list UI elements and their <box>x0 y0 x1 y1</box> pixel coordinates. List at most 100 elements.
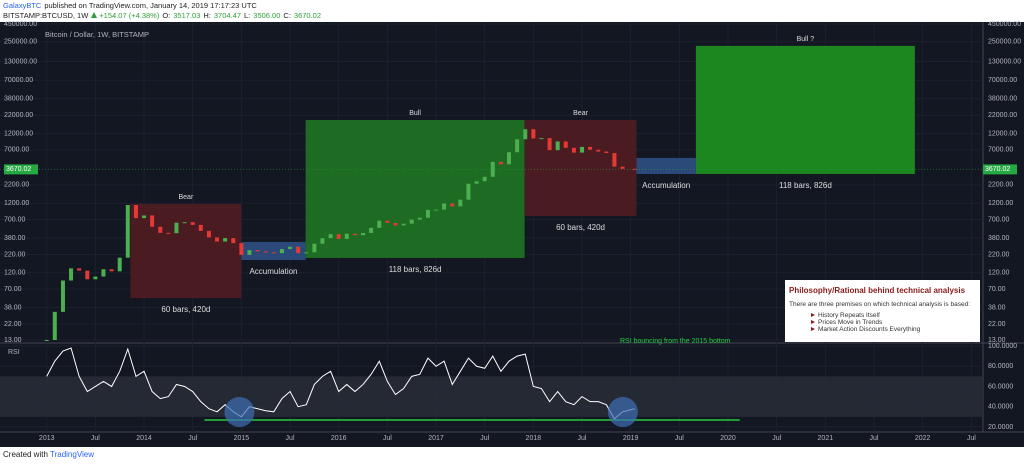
candle <box>44 340 49 341</box>
y-tick-label: 38.00 <box>4 304 22 311</box>
candle <box>125 205 130 258</box>
candle <box>393 222 398 226</box>
y-tick-label: 38000.00 <box>4 96 33 103</box>
y-tick-label: 700.00 <box>4 216 26 223</box>
chart-title: Bitcoin / Dollar, 1W, BITSTAMP <box>45 30 149 39</box>
candle <box>255 250 260 252</box>
info-intro: There are three premises on which techni… <box>789 301 971 308</box>
x-tick-label: 2020 <box>720 435 736 442</box>
candle <box>588 146 593 150</box>
y-tick-label: 38.00 <box>988 304 1006 311</box>
y-tick-label: 700.00 <box>988 216 1010 223</box>
last-price-tag <box>4 164 38 175</box>
candle <box>531 129 536 139</box>
candle <box>198 224 203 231</box>
y-tick-label: 450000.00 <box>4 21 37 28</box>
info-item: Market Action Discounts Everything <box>811 326 976 333</box>
candle <box>85 270 90 280</box>
rsi-band <box>0 376 983 417</box>
candle <box>417 217 422 220</box>
candle <box>547 138 552 151</box>
candle <box>385 220 390 223</box>
candle <box>336 234 341 239</box>
y-tick-label: 13.00 <box>4 337 22 344</box>
last-price-label: 3670.02 <box>6 166 31 173</box>
highlight-circle <box>224 396 255 427</box>
y-tick-label: 70000.00 <box>988 77 1017 84</box>
ohlc-label: O: <box>162 11 171 20</box>
x-tick-label: Jul <box>967 435 976 442</box>
footer-brand[interactable]: TradingView <box>50 450 95 459</box>
ohlc-label: L: <box>244 11 251 20</box>
candle <box>206 230 211 238</box>
y-tick-label: 2200.00 <box>988 182 1013 189</box>
x-tick-label: Jul <box>286 435 295 442</box>
zone <box>524 120 637 216</box>
candle <box>158 226 163 233</box>
author[interactable]: GalaxyBTC <box>3 1 42 10</box>
y-tick-label: 1200.00 <box>988 200 1013 207</box>
symbol-line: BITSTAMP:BTCUSD, 1W +154.07 (+4.38%) O: 351… <box>3 11 327 21</box>
zone-label: 60 bars, 420d <box>556 223 605 232</box>
x-tick-label: 2018 <box>526 435 542 442</box>
y-tick-label: 250000.00 <box>988 39 1021 46</box>
ohlc-value: 3670.02 <box>293 11 322 20</box>
y-tick-label: 12000.00 <box>4 130 33 137</box>
x-tick-label: 2016 <box>331 435 347 442</box>
y-tick-label: 130000.00 <box>988 58 1021 65</box>
y-tick-label: 12000.00 <box>988 130 1017 137</box>
y-tick-label: 2200.00 <box>4 182 29 189</box>
candle <box>133 205 138 219</box>
candle <box>612 153 617 167</box>
highlight-circle <box>607 396 638 427</box>
y-tick-label: 20.0000 <box>988 424 1013 431</box>
zone <box>305 120 525 258</box>
candle <box>604 151 609 154</box>
up-arrow <box>91 12 98 18</box>
zone-label: Bear <box>573 110 588 117</box>
y-tick-label: 250000.00 <box>4 39 37 46</box>
y-tick-label: 220.00 <box>4 251 26 258</box>
candle <box>223 238 228 242</box>
candle <box>450 203 455 207</box>
y-tick-label: 38000.00 <box>988 96 1017 103</box>
candle <box>632 168 637 170</box>
y-tick-label: 7000.00 <box>4 147 29 154</box>
x-tick-label: Jul <box>188 435 197 442</box>
candle <box>231 238 236 244</box>
zone-label: Accumulation <box>249 267 297 276</box>
y-tick-label: 450000.00 <box>988 21 1021 28</box>
x-tick-label: 2022 <box>915 435 931 442</box>
x-tick-label: 2015 <box>234 435 250 442</box>
candle <box>247 250 252 255</box>
candle <box>523 129 528 140</box>
candle <box>434 209 439 211</box>
x-tick-label: Jul <box>675 435 684 442</box>
zone-label: Accumulation <box>642 181 690 190</box>
candle <box>580 146 585 153</box>
candle <box>328 234 333 239</box>
candle <box>150 215 155 227</box>
candle <box>401 223 406 226</box>
zone <box>695 45 915 174</box>
zone-label: Bear <box>178 194 193 201</box>
candle <box>571 147 576 153</box>
zone <box>241 241 306 261</box>
candle <box>555 141 560 151</box>
candle <box>409 219 414 224</box>
candle <box>377 220 382 228</box>
footer: Created with TradingView <box>3 450 94 459</box>
x-tick-label: Jul <box>772 435 781 442</box>
candle <box>166 232 171 234</box>
candle <box>288 246 293 250</box>
ohlc: O: 3517.03 H: 3704.47 L: 3506.00 C: 3670.02 <box>162 11 324 20</box>
zone-label: 118 bars, 826d <box>779 181 832 190</box>
y-tick-label: 80.0000 <box>988 363 1013 370</box>
x-tick-label: 2019 <box>623 435 639 442</box>
y-tick-label: 60.0000 <box>988 383 1013 390</box>
footer-text: Created with <box>3 450 48 459</box>
x-tick-label: 2013 <box>39 435 55 442</box>
x-tick-label: Jul <box>91 435 100 442</box>
ohlc-value: 3704.47 <box>213 11 242 20</box>
